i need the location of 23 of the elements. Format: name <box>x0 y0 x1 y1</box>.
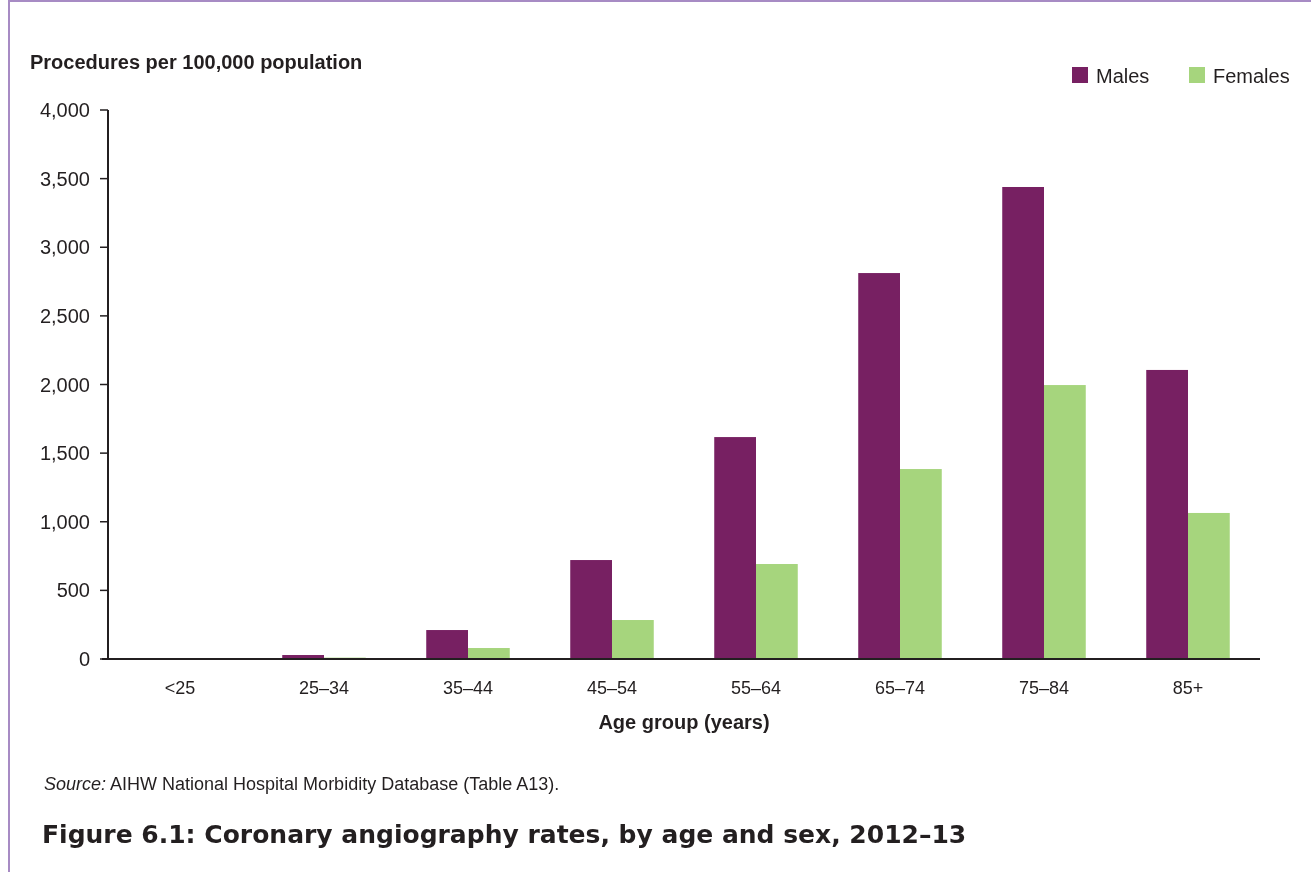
y-tick-label: 500 <box>56 579 90 602</box>
y-tick-label: 2,500 <box>39 304 90 327</box>
y-tick-label: 3,000 <box>39 236 90 259</box>
y-tick-label: 1,000 <box>39 510 90 533</box>
x-tick-label: 55–64 <box>730 678 782 698</box>
x-tick-label: 65–74 <box>874 678 926 698</box>
source-note: Source: AIHW National Hospital Morbidity Database (Table A13). <box>44 774 560 794</box>
y-tick-label: 1,500 <box>39 442 90 465</box>
x-tick-label: 75–84 <box>1018 678 1070 698</box>
legend-label: Females <box>1213 65 1290 87</box>
x-tick-label: <25 <box>164 678 196 698</box>
legend-label: Males <box>1096 65 1150 87</box>
y-tick-label: 0 <box>78 648 90 670</box>
y-tick-label: 3,500 <box>39 167 90 190</box>
y-tick-label: 2,000 <box>39 373 90 396</box>
x-tick-label: 85+ <box>1172 678 1204 698</box>
x-tick-label: 45–54 <box>586 678 638 698</box>
x-axis-title: Age group (years) <box>598 711 770 733</box>
text: Figure 6.1: Coronary angiography rates, by age and sex, 2012–13 <box>42 820 967 849</box>
x-tick-label: 25–34 <box>298 678 350 698</box>
x-tick-label: 35–44 <box>442 678 494 698</box>
y-tick-label: 4,000 <box>39 99 90 121</box>
y-axis-title: Procedures per 100,000 population <box>30 51 363 73</box>
